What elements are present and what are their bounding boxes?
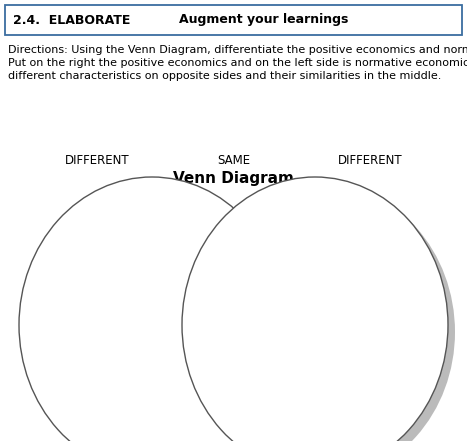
Text: Augment your learnings: Augment your learnings [179,14,348,26]
Ellipse shape [26,184,292,441]
Text: Put on the right the positive economics and on the left side is normative econom: Put on the right the positive economics … [8,58,467,68]
Ellipse shape [19,177,285,441]
Text: DIFFERENT: DIFFERENT [338,154,402,168]
Text: 2.4.  ELABORATE: 2.4. ELABORATE [13,14,130,26]
FancyBboxPatch shape [5,5,462,35]
Text: DIFFERENT: DIFFERENT [65,154,129,168]
Text: Directions: Using the Venn Diagram, differentiate the positive economics and nor: Directions: Using the Venn Diagram, diff… [8,45,467,55]
Text: SAME: SAME [217,154,250,168]
Text: different characteristics on opposite sides and their similarities in the middle: different characteristics on opposite si… [8,71,441,81]
Text: Venn Diagram: Venn Diagram [173,171,293,186]
Ellipse shape [189,184,455,441]
Ellipse shape [182,177,448,441]
